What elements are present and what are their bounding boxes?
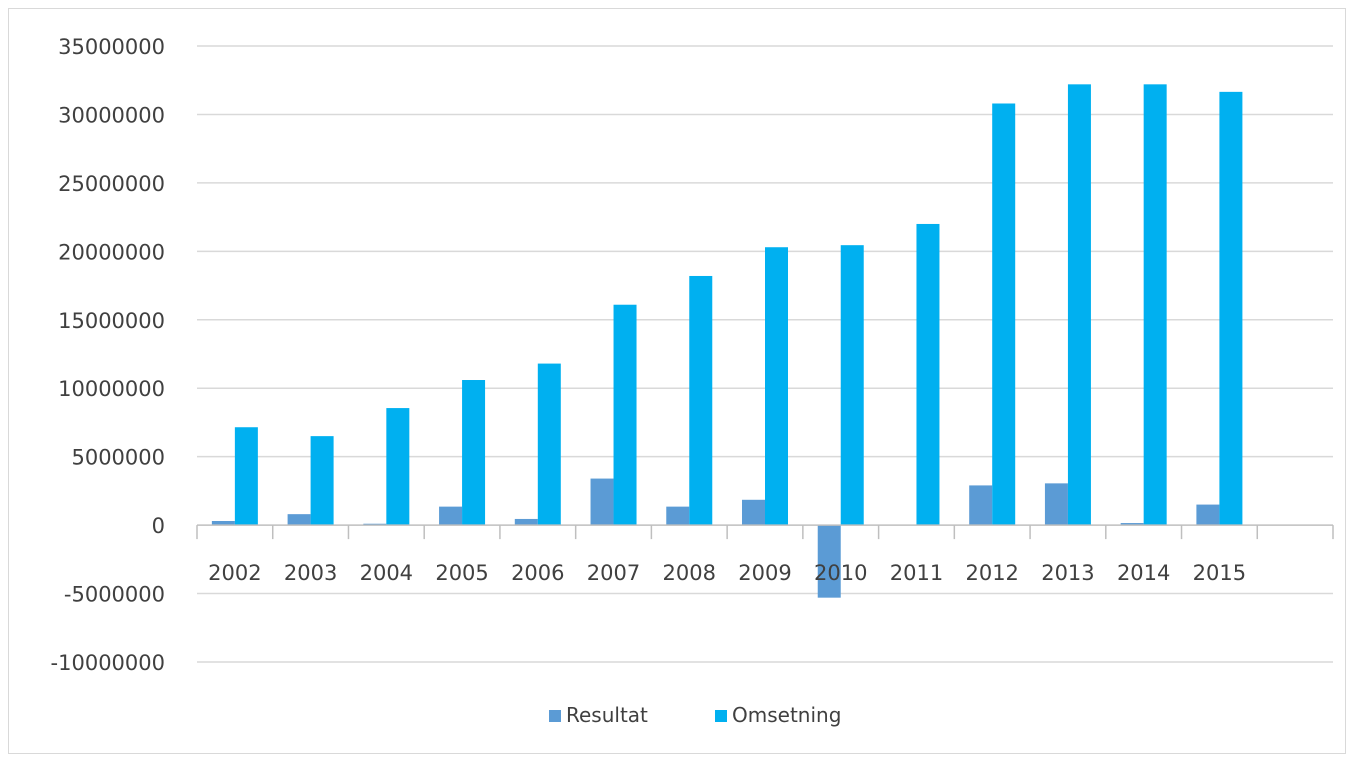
bar-resultat-2014 <box>1120 523 1144 526</box>
x-tick-label: 2003 <box>284 561 337 585</box>
bar-omsetning-2009 <box>765 247 788 526</box>
bar-omsetning-2012 <box>992 103 1016 526</box>
y-tick-label: 20000000 <box>58 240 165 264</box>
x-tick-label: 2004 <box>360 561 413 585</box>
y-tick-label: 5000000 <box>71 446 165 470</box>
x-tick-label: 2007 <box>587 561 640 585</box>
bars <box>211 84 1243 598</box>
bar-resultat-2008 <box>666 506 690 526</box>
x-axis <box>196 524 1334 540</box>
bar-resultat-2009 <box>742 499 765 526</box>
y-axis-tick-labels: 35000000 30000000 25000000 20000000 15000000… <box>51 35 165 675</box>
bar-omsetning-2015 <box>1219 91 1243 526</box>
x-tick-label: 2012 <box>965 561 1018 585</box>
chart-frame <box>8 8 1346 754</box>
x-tick-label: 2011 <box>890 561 943 585</box>
bar-omsetning-2013 <box>1067 84 1091 526</box>
y-tick-label: 25000000 <box>58 172 165 196</box>
legend-swatch-resultat <box>549 710 561 722</box>
y-tick-label: 0 <box>152 514 165 538</box>
x-tick-label: 2006 <box>511 561 564 585</box>
x-tick-label: 2005 <box>435 561 488 585</box>
y-tick-label: 30000000 <box>58 103 165 127</box>
legend-label-resultat: Resultat <box>566 703 648 727</box>
x-tick-label: 2008 <box>663 561 716 585</box>
bar-omsetning-2004 <box>386 408 410 526</box>
bar-omsetning-2007 <box>613 304 637 526</box>
y-tick-label: -5000000 <box>64 583 165 607</box>
y-tick-label: 35000000 <box>58 35 165 59</box>
bar-omsetning-2011 <box>916 223 940 526</box>
y-tick-label: -10000000 <box>51 651 165 675</box>
bar-resultat-2013 <box>1044 483 1068 526</box>
x-tick-label: 2009 <box>738 561 791 585</box>
y-tick-label: 15000000 <box>58 309 165 333</box>
bar-omsetning-2006 <box>537 363 561 526</box>
bar-resultat-2007 <box>590 478 614 526</box>
bar-resultat-2002 <box>211 521 235 526</box>
legend-swatch-omsetning <box>715 710 727 722</box>
bar-omsetning-2014 <box>1143 84 1167 526</box>
x-tick-label: 2010 <box>814 561 867 585</box>
bar-omsetning-2003 <box>310 436 334 526</box>
bar-omsetning-2010 <box>840 245 864 526</box>
y-tick-label: 10000000 <box>58 377 165 401</box>
x-tick-label: 2014 <box>1117 561 1170 585</box>
bar-omsetning-2005 <box>462 380 486 526</box>
bar-resultat-2015 <box>1196 504 1220 526</box>
x-tick-label: 2002 <box>208 561 261 585</box>
bar-omsetning-2002 <box>234 427 258 526</box>
bar-resultat-2006 <box>514 518 538 526</box>
bar-resultat-2003 <box>287 514 311 526</box>
x-axis-tick-labels: 2002 2003 2004 2005 2006 2007 2008 2009 2010 2011… <box>208 561 1246 585</box>
bar-resultat-2010 <box>817 525 841 598</box>
x-tick-label: 2015 <box>1193 561 1246 585</box>
legend-label-omsetning: Omsetning <box>732 703 841 727</box>
legend: Resultat Omsetning <box>549 703 841 727</box>
bar-resultat-2012 <box>969 485 993 526</box>
bar-omsetning-2008 <box>689 275 713 526</box>
x-tick-label: 2013 <box>1041 561 1094 585</box>
bar-resultat-2005 <box>439 506 463 526</box>
